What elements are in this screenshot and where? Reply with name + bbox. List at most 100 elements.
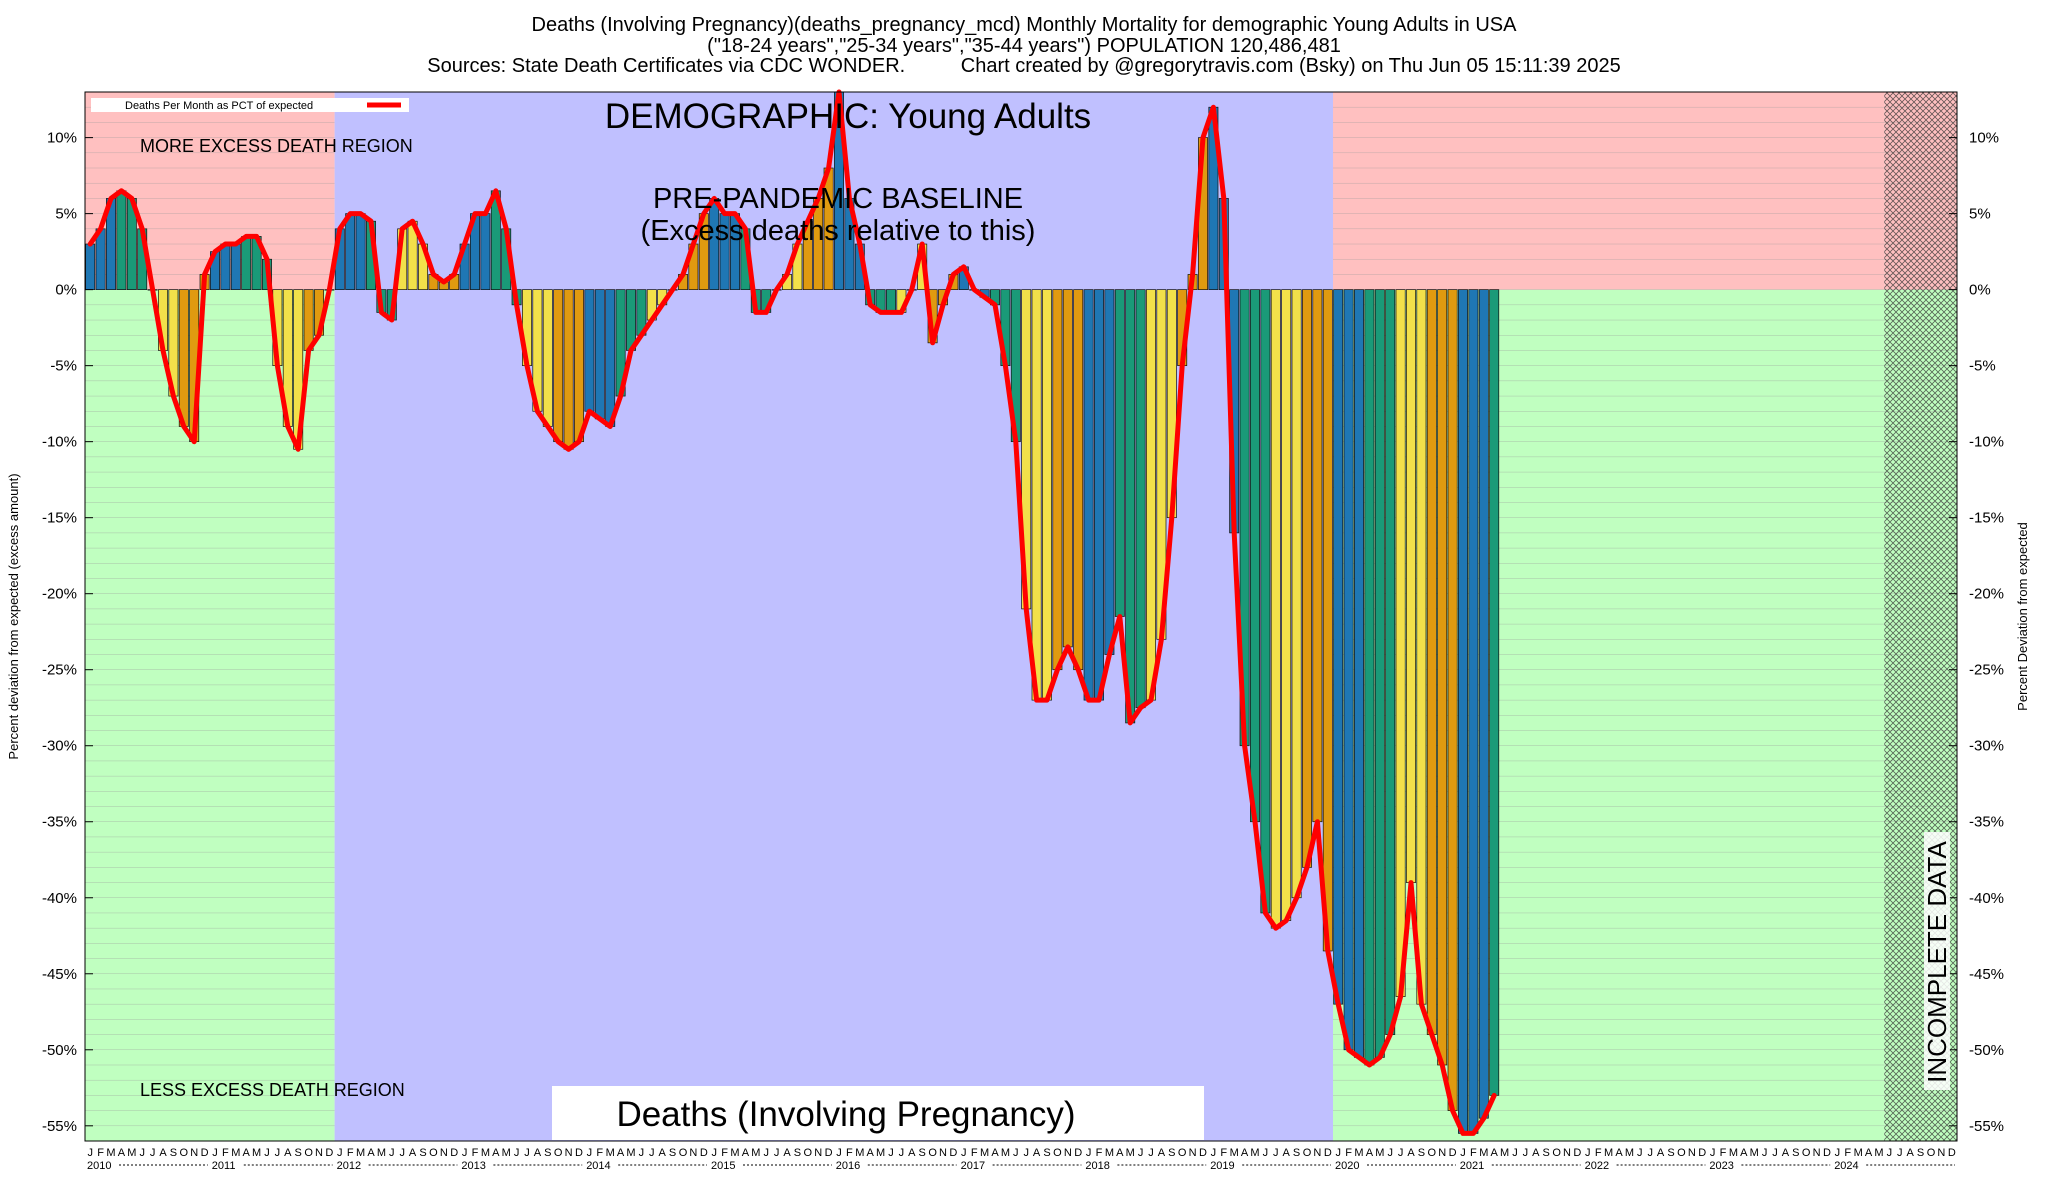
x-tick-year: 2016 (836, 1160, 860, 1172)
bar (574, 289, 584, 443)
x-tick-month: M (377, 1147, 386, 1159)
x-tick-month: D (201, 1147, 209, 1159)
incomplete-label-bg (1924, 832, 1950, 1090)
x-tick-month: F (1345, 1147, 1352, 1159)
x-tick-month: A (1283, 1147, 1291, 1159)
excess-region-left (85, 92, 335, 290)
x-tick-month: N (1189, 1147, 1197, 1159)
x-tick-month: A (1657, 1147, 1665, 1159)
x-tick-month: J (139, 1147, 145, 1159)
bar (1302, 289, 1312, 868)
x-tick-year: 2013 (461, 1160, 485, 1172)
x-tick-month: A (1033, 1147, 1041, 1159)
x-tick-month: F (1595, 1147, 1602, 1159)
y-tick-label-left: -45% (42, 966, 77, 983)
x-tick-month: O (1677, 1147, 1686, 1159)
x-tick-month: A (1116, 1147, 1124, 1159)
x-tick-month: M (980, 1147, 989, 1159)
bar (1458, 289, 1468, 1134)
less-excess-label: LESS EXCESS DEATH REGION (140, 1080, 405, 1100)
x-tick-month: D (450, 1147, 458, 1159)
bar (605, 289, 616, 427)
x-tick-month: N (440, 1147, 448, 1159)
x-tick-month: A (1491, 1147, 1499, 1159)
x-tick-month: A (1158, 1147, 1166, 1159)
x-tick-month: J (275, 1147, 281, 1159)
x-tick-month: N (1064, 1147, 1072, 1159)
x-tick-month: M (1126, 1147, 1135, 1159)
bar (1364, 289, 1375, 1066)
x-tick-month: M (751, 1147, 760, 1159)
x-tick-month: D (1324, 1147, 1332, 1159)
x-tick-month: J (399, 1147, 405, 1159)
x-tick-month: M (1001, 1147, 1010, 1159)
x-tick-month: J (1398, 1147, 1404, 1159)
bar (1270, 289, 1281, 929)
bar (1478, 289, 1489, 1119)
x-tick-month: M (1230, 1147, 1239, 1159)
bar (1083, 289, 1094, 701)
y-axis-label-right: Percent Deviation from expected (2015, 522, 2030, 711)
chart-title-line-3: Sources: State Death Certificates via CD… (427, 55, 1621, 77)
x-tick-month: O (1552, 1147, 1561, 1159)
bar (241, 236, 252, 290)
x-tick-year: 2015 (711, 1160, 735, 1172)
bar (355, 213, 366, 290)
bar (85, 243, 96, 290)
x-tick-month: F (222, 1147, 229, 1159)
x-tick-month: A (492, 1147, 500, 1159)
bar (1135, 289, 1146, 709)
bottom-caption-box (552, 1086, 1204, 1140)
x-tick-month: J (1647, 1147, 1653, 1159)
bar (1125, 289, 1136, 724)
x-tick-month: J (1148, 1147, 1154, 1159)
x-tick-month: J (1835, 1147, 1841, 1159)
x-tick-month: D (825, 1147, 833, 1159)
x-tick-year: 2022 (1585, 1160, 1609, 1172)
x-tick-year: 2011 (212, 1160, 236, 1172)
x-tick-month: M (1375, 1147, 1384, 1159)
baseline-label-1: PRE-PANDEMIC BASELINE (653, 183, 1023, 215)
bottom-caption: Deaths (Involving Pregnancy) (616, 1095, 1075, 1134)
y-tick-label-left: -25% (42, 662, 77, 679)
x-tick-year: 2019 (1210, 1160, 1234, 1172)
x-tick-month: O (928, 1147, 937, 1159)
y-tick-label-right: -50% (1969, 1042, 2004, 1059)
bar (542, 289, 553, 427)
x-tick-month: O (1303, 1147, 1312, 1159)
x-tick-month: A (1865, 1147, 1873, 1159)
x-tick-month: A (908, 1147, 916, 1159)
bar (1146, 289, 1156, 701)
bar (1104, 289, 1115, 655)
x-tick-month: J (1023, 1147, 1029, 1159)
x-tick-month: J (1335, 1147, 1341, 1159)
x-tick-month: D (1823, 1147, 1831, 1159)
x-tick-month: J (1263, 1147, 1269, 1159)
y-tick-label-left: 0% (55, 282, 77, 299)
bar (1094, 289, 1104, 701)
x-tick-month: J (1762, 1147, 1768, 1159)
x-tick-month: J (1512, 1147, 1518, 1159)
x-tick-month: J (1710, 1147, 1716, 1159)
x-tick-month: F (846, 1147, 853, 1159)
chart-title-line-2: ("18-24 years","25-34 years","35-44 year… (707, 35, 1341, 57)
bar (1291, 289, 1302, 899)
y-tick-label-right: -55% (1969, 1118, 2004, 1135)
bar (480, 213, 491, 290)
x-tick-month: O (554, 1147, 563, 1159)
x-tick-month: S (419, 1147, 426, 1159)
x-tick-year: 2020 (1335, 1160, 1359, 1172)
bar (230, 243, 241, 290)
bar (594, 289, 605, 420)
x-tick-month: A (1532, 1147, 1540, 1159)
x-tick-month: J (514, 1147, 520, 1159)
demographic-label: DEMOGRAPHIC: Young Adults (605, 97, 1091, 136)
x-tick-month: A (284, 1147, 292, 1159)
legend-label: Deaths Per Month as PCT of expected (125, 100, 313, 112)
x-tick-month: J (87, 1147, 93, 1159)
x-tick-month: J (1013, 1147, 1019, 1159)
x-tick-month: M (231, 1147, 240, 1159)
y-tick-label-right: -5% (1969, 358, 1996, 375)
